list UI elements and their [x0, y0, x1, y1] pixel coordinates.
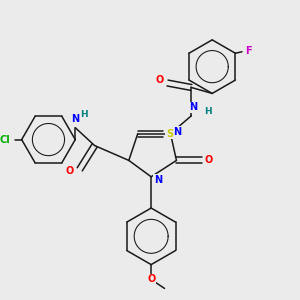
Text: O: O [156, 75, 164, 85]
Text: N: N [189, 102, 197, 112]
Text: N: N [173, 127, 181, 137]
Text: N: N [154, 175, 162, 185]
Text: O: O [204, 155, 212, 165]
Text: F: F [245, 46, 252, 56]
Text: S: S [166, 129, 173, 139]
Text: H: H [204, 107, 212, 116]
Text: O: O [65, 166, 74, 176]
Text: Cl: Cl [0, 135, 11, 145]
Text: N: N [71, 114, 79, 124]
Text: H: H [80, 110, 88, 119]
Text: O: O [147, 274, 155, 284]
